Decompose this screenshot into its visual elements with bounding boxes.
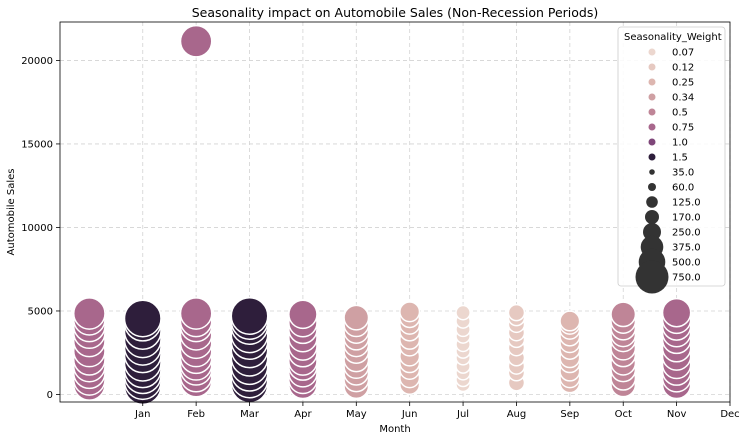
legend-size-marker [649,169,655,175]
x-tick-label: Nov [667,409,687,420]
data-point [610,301,637,328]
legend-size-label: 750.0 [672,273,701,284]
data-point [455,304,471,321]
bubble-layer [72,24,692,406]
legend-size-label: 60.0 [672,183,694,194]
legend-hue-marker [648,138,656,146]
legend-size-marker [635,260,669,294]
x-tick-label: Aug [507,409,527,420]
legend-size-label: 170.0 [672,213,701,224]
y-tick-label: 5000 [28,306,53,317]
legend-hue-marker [648,93,656,101]
legend-size-marker [645,210,659,224]
legend-size-label: 375.0 [672,243,701,254]
data-point [179,297,213,330]
x-axis-ticks: Jan Feb Mar Apr May Jun Jul Aug Sep Oct Nov Dec [134,402,740,420]
data-point [343,304,370,331]
data-point [179,24,213,58]
legend-hue-label: 1.5 [672,153,688,164]
legend-title: Seasonality_Weight [624,32,722,43]
y-tick-label: 10000 [21,223,53,234]
x-tick-label: Mar [240,409,260,420]
data-point [399,301,421,323]
x-tick-label: Dec [720,409,739,420]
legend-entries: 0.07 0.12 0.25 0.34 0.5 0.75 1.0 1.5 35.0 60.0 125… [635,48,701,294]
legend-size-marker [646,196,658,208]
legend-hue-marker [648,78,656,86]
data-point [72,297,106,330]
legend-hue-marker [648,63,656,71]
x-tick-label: Sep [560,409,579,420]
x-tick-label: May [346,409,367,420]
y-tick-label: 15000 [21,139,53,150]
legend-hue-marker [648,153,656,161]
legend-size-label: 250.0 [672,228,701,239]
y-tick-label: 0 [47,390,53,401]
legend-hue-label: 0.75 [672,123,694,134]
data-point [507,303,526,322]
y-axis-ticks: 0 5000 10000 15000 20000 [21,56,60,401]
legend-hue-label: 1.0 [672,138,688,149]
legend-hue-label: 0.25 [672,78,694,89]
x-axis-title: Month [379,424,410,435]
data-point [123,299,162,338]
legend-hue-label: 0.12 [672,63,694,74]
data-point [288,299,318,330]
data-point [661,297,692,328]
legend-size-marker [648,183,656,191]
x-tick-label: Apr [294,409,312,420]
x-tick-label: Jul [456,409,469,420]
legend-size-label: 35.0 [672,168,694,179]
data-point [559,310,581,332]
x-tick-label: Jun [401,409,418,420]
legend-hue-label: 0.07 [672,48,694,59]
legend-hue-label: 0.34 [672,93,694,104]
legend-size-label: 500.0 [672,258,701,269]
data-point [230,296,269,335]
y-tick-label: 20000 [21,56,53,67]
y-axis-title: Automobile Sales [6,169,17,256]
legend-size-marker [643,223,661,241]
x-tick-label: Oct [615,409,632,420]
chart-title: Seasonality impact on Automobile Sales (… [192,5,599,20]
x-tick-label: Feb [187,409,205,420]
legend-size-label: 125.0 [672,198,701,209]
legend-hue-marker [648,108,656,116]
legend-hue-label: 0.5 [672,108,688,119]
plot-frame [59,21,731,403]
legend-box [617,26,726,287]
legend-hue-marker [648,48,656,56]
legend: Seasonality_Weight 0.070.120.250.340.50.… [617,26,726,294]
legend-hue-marker [648,123,656,131]
x-tick-label: Jan [134,409,150,420]
